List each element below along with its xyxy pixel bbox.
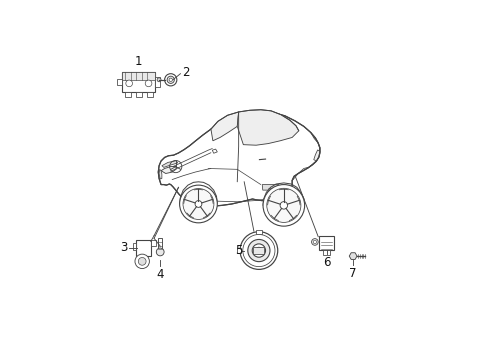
FancyBboxPatch shape <box>158 238 162 252</box>
Polygon shape <box>212 149 217 153</box>
Polygon shape <box>136 93 142 98</box>
Polygon shape <box>159 169 162 179</box>
Bar <box>237 248 241 253</box>
Text: 7: 7 <box>349 267 357 280</box>
Circle shape <box>267 188 301 222</box>
Polygon shape <box>349 253 357 260</box>
Circle shape <box>165 74 177 86</box>
Polygon shape <box>125 93 131 98</box>
Circle shape <box>135 254 149 269</box>
Polygon shape <box>161 167 176 174</box>
Circle shape <box>157 78 161 82</box>
Text: 5: 5 <box>235 244 243 257</box>
Circle shape <box>145 80 152 87</box>
Polygon shape <box>262 185 279 190</box>
Circle shape <box>156 248 164 256</box>
Text: 6: 6 <box>323 256 330 269</box>
Circle shape <box>126 80 132 87</box>
Polygon shape <box>155 77 161 87</box>
Polygon shape <box>117 79 122 85</box>
Polygon shape <box>133 243 136 250</box>
Polygon shape <box>323 250 330 255</box>
Text: 2: 2 <box>182 66 189 79</box>
Circle shape <box>138 257 146 265</box>
Polygon shape <box>151 240 156 246</box>
Polygon shape <box>211 112 239 141</box>
Bar <box>256 230 262 234</box>
Polygon shape <box>122 72 155 80</box>
Circle shape <box>195 201 202 207</box>
Circle shape <box>180 185 217 223</box>
Circle shape <box>169 78 172 81</box>
Polygon shape <box>158 112 320 206</box>
Circle shape <box>240 232 278 269</box>
Circle shape <box>183 189 214 220</box>
Text: 4: 4 <box>156 268 164 281</box>
Polygon shape <box>136 240 151 256</box>
Text: 3: 3 <box>120 241 127 254</box>
Circle shape <box>248 239 270 262</box>
Polygon shape <box>319 237 334 250</box>
Polygon shape <box>147 93 153 98</box>
Polygon shape <box>122 72 155 93</box>
Circle shape <box>167 76 174 84</box>
Polygon shape <box>314 150 320 161</box>
Polygon shape <box>237 110 299 145</box>
Text: 1: 1 <box>135 55 143 68</box>
Circle shape <box>313 240 317 244</box>
Circle shape <box>256 247 262 254</box>
Circle shape <box>243 234 275 267</box>
Circle shape <box>263 185 305 226</box>
Bar <box>253 247 265 255</box>
Circle shape <box>280 202 288 209</box>
Circle shape <box>312 239 318 245</box>
Polygon shape <box>162 161 178 167</box>
Circle shape <box>252 244 266 257</box>
